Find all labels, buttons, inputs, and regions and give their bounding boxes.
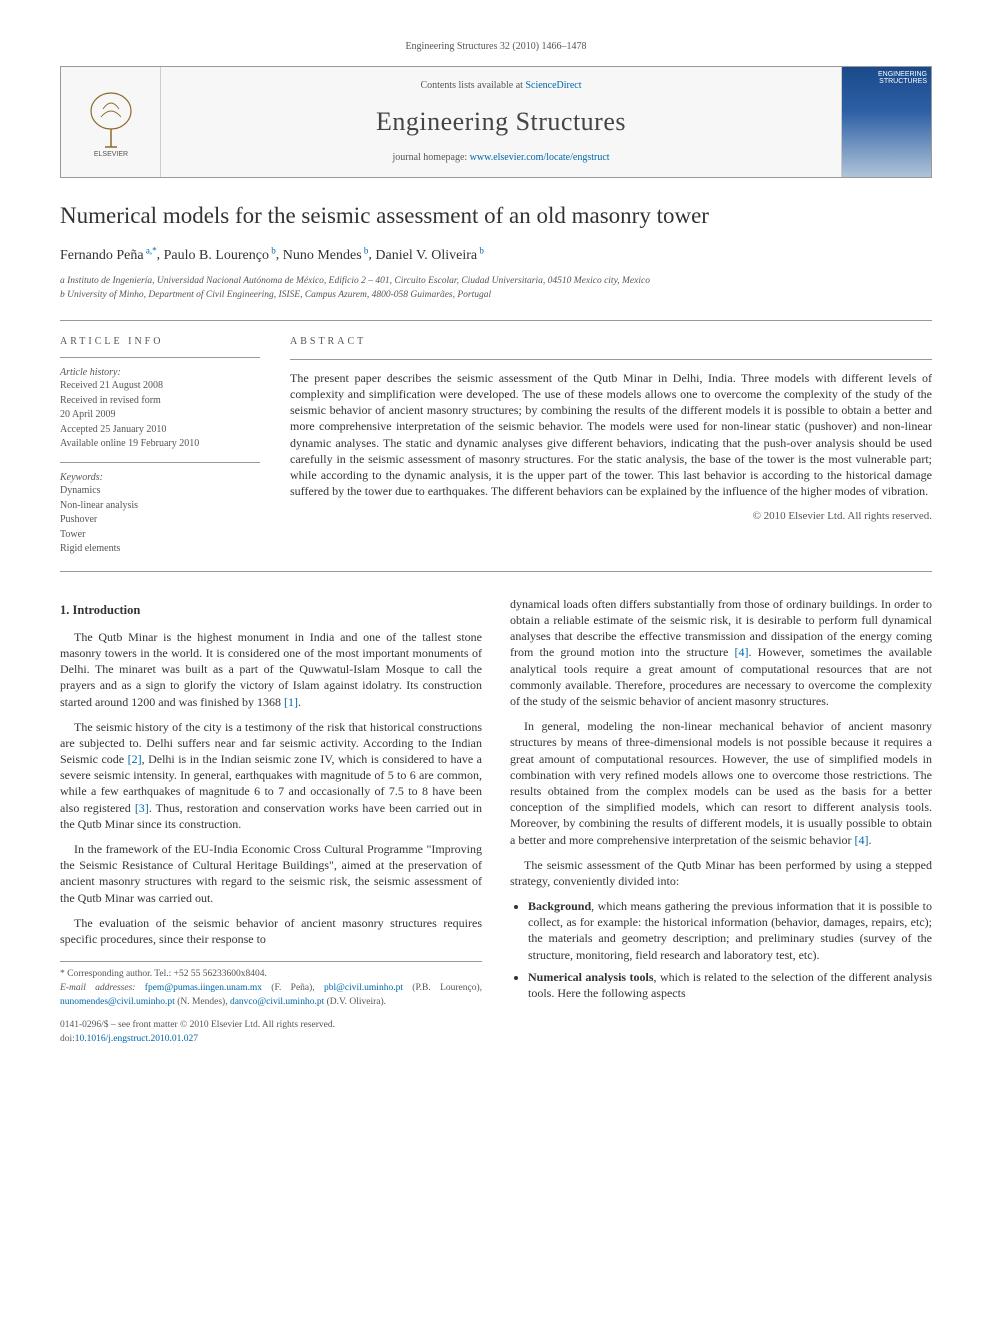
body-paragraph: dynamical loads often differs substantia… <box>510 596 932 709</box>
email-link[interactable]: danvco@civil.uminho.pt <box>230 997 324 1007</box>
left-column: 1. Introduction The Qutb Minar is the hi… <box>60 596 482 1046</box>
email-attribution: (F. Peña) <box>262 983 312 993</box>
author-mark: b <box>362 245 369 255</box>
contents-available-line: Contents lists available at ScienceDirec… <box>169 79 833 93</box>
doi-block: 0141-0296/$ – see front matter © 2010 El… <box>60 1019 482 1046</box>
keyword: Tower <box>60 528 260 543</box>
citation[interactable]: [2] <box>128 752 142 766</box>
journal-homepage-link[interactable]: www.elsevier.com/locate/engstruct <box>470 152 610 163</box>
citation[interactable]: [4] <box>855 833 869 847</box>
email-attribution: (P.B. Lourenço) <box>403 983 480 993</box>
abstract-text: The present paper describes the seismic … <box>290 370 932 500</box>
body-two-column: 1. Introduction The Qutb Minar is the hi… <box>60 596 932 1046</box>
citation[interactable]: [4] <box>735 645 749 659</box>
keywords-label: Keywords: <box>60 471 260 485</box>
body-paragraph: The evaluation of the seismic behavior o… <box>60 915 482 947</box>
doi-line: doi:10.1016/j.engstruct.2010.01.027 <box>60 1033 482 1046</box>
history-line: 20 April 2009 <box>60 408 260 423</box>
body-paragraph: The seismic assessment of the Qutb Minar… <box>510 857 932 889</box>
author-mark: a,* <box>144 245 157 255</box>
citation[interactable]: [3] <box>135 801 149 815</box>
citation[interactable]: [1] <box>284 695 298 709</box>
publisher-name: ELSEVIER <box>93 151 127 157</box>
corresponding-author-line: * Corresponding author. Tel.: +52 55 562… <box>60 968 482 982</box>
article-info-column: ARTICLE INFO Article history: Received 2… <box>60 335 260 557</box>
footnotes-block: * Corresponding author. Tel.: +52 55 562… <box>60 961 482 1009</box>
running-head: Engineering Structures 32 (2010) 1466–14… <box>60 40 932 54</box>
journal-name: Engineering Structures <box>169 104 833 139</box>
email-link[interactable]: nunomendes@civil.uminho.pt <box>60 997 175 1007</box>
contents-prefix: Contents lists available at <box>420 80 525 91</box>
email-attribution: (N. Mendes) <box>175 997 225 1007</box>
author: Nuno Mendes b <box>283 248 369 263</box>
body-paragraph: In the framework of the EU-India Economi… <box>60 841 482 906</box>
elsevier-tree-icon: ELSEVIER <box>81 87 141 157</box>
body-paragraph: The Qutb Minar is the highest monument i… <box>60 629 482 710</box>
divider <box>60 571 932 572</box>
banner-center: Contents lists available at ScienceDirec… <box>161 67 841 177</box>
affiliation-line: b University of Minho, Department of Civ… <box>60 288 932 302</box>
doi-prefix: doi: <box>60 1034 75 1044</box>
keyword: Dynamics <box>60 484 260 499</box>
email-attribution: (D.V. Oliveira) <box>324 997 383 1007</box>
section-heading: 1. Introduction <box>60 602 482 619</box>
article-info-heading: ARTICLE INFO <box>60 335 260 349</box>
divider <box>60 320 932 321</box>
list-item: Numerical analysis tools, which is relat… <box>528 969 932 1001</box>
author: Fernando Peña a,* <box>60 248 157 263</box>
right-column: dynamical loads often differs substantia… <box>510 596 932 1046</box>
email-link[interactable]: pbl@civil.uminho.pt <box>324 983 403 993</box>
keyword: Non-linear analysis <box>60 499 260 514</box>
journal-cover-thumbnail: ENGINEERING STRUCTURES <box>841 67 931 177</box>
info-abstract-row: ARTICLE INFO Article history: Received 2… <box>60 335 932 557</box>
author-mark: b <box>477 245 484 255</box>
abstract-heading: ABSTRACT <box>290 335 932 349</box>
divider <box>60 357 260 358</box>
abstract-column: ABSTRACT The present paper describes the… <box>290 335 932 557</box>
list-item: Background, which means gathering the pr… <box>528 898 932 963</box>
abstract-copyright: © 2010 Elsevier Ltd. All rights reserved… <box>290 509 932 524</box>
homepage-prefix: journal homepage: <box>392 152 469 163</box>
author: Paulo B. Lourenço b <box>164 248 276 263</box>
divider <box>60 462 260 463</box>
history-line: Received 21 August 2008 <box>60 379 260 394</box>
publisher-logo-box: ELSEVIER <box>61 67 161 177</box>
affiliation-line: a Instituto de Ingeniería, Universidad N… <box>60 274 932 288</box>
front-matter-line: 0141-0296/$ – see front matter © 2010 El… <box>60 1019 482 1032</box>
doi-link[interactable]: 10.1016/j.engstruct.2010.01.027 <box>75 1034 198 1044</box>
article-title: Numerical models for the seismic assessm… <box>60 202 932 231</box>
body-paragraph: The seismic history of the city is a tes… <box>60 719 482 832</box>
keyword: Pushover <box>60 513 260 528</box>
cover-label: ENGINEERING STRUCTURES <box>846 71 927 86</box>
body-paragraph: In general, modeling the non-linear mech… <box>510 718 932 848</box>
history-line: Available online 19 February 2010 <box>60 437 260 452</box>
keyword: Rigid elements <box>60 542 260 557</box>
email-label: E-mail addresses: <box>60 983 135 993</box>
email-addresses-block: E-mail addresses: fpem@pumas.iingen.unam… <box>60 982 482 1010</box>
article-history-label: Article history: <box>60 366 260 380</box>
sciencedirect-link[interactable]: ScienceDirect <box>525 80 581 91</box>
bulleted-list: Background, which means gathering the pr… <box>528 898 932 1001</box>
journal-banner: ELSEVIER Contents lists available at Sci… <box>60 66 932 178</box>
history-line: Received in revised form <box>60 394 260 409</box>
author: Daniel V. Oliveira b <box>375 248 484 263</box>
bullet-lead: Numerical analysis tools <box>528 970 654 984</box>
journal-homepage-line: journal homepage: www.elsevier.com/locat… <box>169 151 833 165</box>
divider <box>290 359 932 360</box>
bullet-lead: Background <box>528 899 591 913</box>
affiliations: a Instituto de Ingeniería, Universidad N… <box>60 274 932 303</box>
email-link[interactable]: fpem@pumas.iingen.unam.mx <box>145 983 262 993</box>
history-line: Accepted 25 January 2010 <box>60 423 260 438</box>
author-mark: b <box>269 245 276 255</box>
author-list: Fernando Peña a,*, Paulo B. Lourenço b, … <box>60 244 932 266</box>
